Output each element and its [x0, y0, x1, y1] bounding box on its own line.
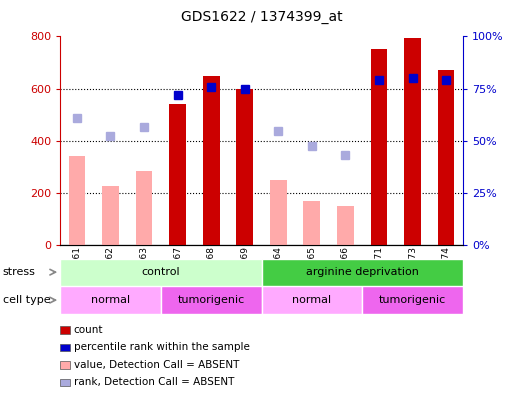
- Bar: [262, 259, 463, 286]
- Bar: [60, 326, 70, 334]
- Bar: [337, 206, 354, 245]
- Bar: [371, 49, 388, 245]
- Text: tumorigenic: tumorigenic: [177, 295, 245, 305]
- Text: value, Detection Call = ABSENT: value, Detection Call = ABSENT: [74, 360, 239, 370]
- Bar: [169, 104, 186, 245]
- Text: cell type: cell type: [3, 295, 50, 305]
- Text: normal: normal: [292, 295, 332, 305]
- Text: normal: normal: [91, 295, 130, 305]
- Text: count: count: [74, 325, 103, 335]
- Bar: [102, 186, 119, 245]
- Bar: [203, 76, 220, 245]
- Bar: [60, 286, 161, 314]
- Bar: [60, 259, 262, 286]
- Bar: [60, 361, 70, 369]
- Bar: [362, 286, 463, 314]
- Text: GDS1622 / 1374399_at: GDS1622 / 1374399_at: [180, 10, 343, 24]
- Bar: [161, 286, 262, 314]
- Bar: [135, 171, 152, 245]
- Text: stress: stress: [3, 267, 36, 277]
- Bar: [69, 156, 85, 245]
- Text: percentile rank within the sample: percentile rank within the sample: [74, 343, 249, 352]
- Text: rank, Detection Call = ABSENT: rank, Detection Call = ABSENT: [74, 377, 234, 387]
- Text: tumorigenic: tumorigenic: [379, 295, 446, 305]
- Bar: [404, 38, 421, 245]
- Bar: [303, 201, 320, 245]
- Text: control: control: [142, 267, 180, 277]
- Bar: [438, 70, 454, 245]
- Text: arginine deprivation: arginine deprivation: [306, 267, 418, 277]
- Bar: [60, 344, 70, 351]
- Bar: [270, 180, 287, 245]
- Bar: [236, 89, 253, 245]
- Bar: [262, 286, 362, 314]
- Bar: [60, 379, 70, 386]
